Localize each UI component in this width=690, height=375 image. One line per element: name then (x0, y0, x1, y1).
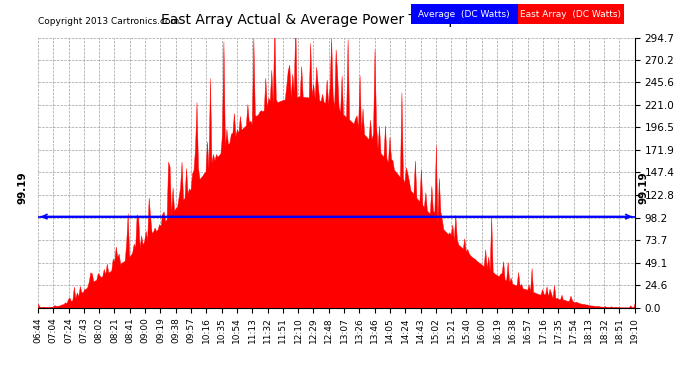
Text: East Array Actual & Average Power Thu Apr 11 19:21: East Array Actual & Average Power Thu Ap… (161, 13, 529, 27)
Text: East Array  (DC Watts): East Array (DC Watts) (520, 10, 622, 18)
Text: Copyright 2013 Cartronics.com: Copyright 2013 Cartronics.com (38, 17, 179, 26)
Text: 99.19: 99.19 (639, 171, 649, 204)
Text: 99.19: 99.19 (18, 171, 28, 204)
Text: Average  (DC Watts): Average (DC Watts) (418, 10, 510, 18)
